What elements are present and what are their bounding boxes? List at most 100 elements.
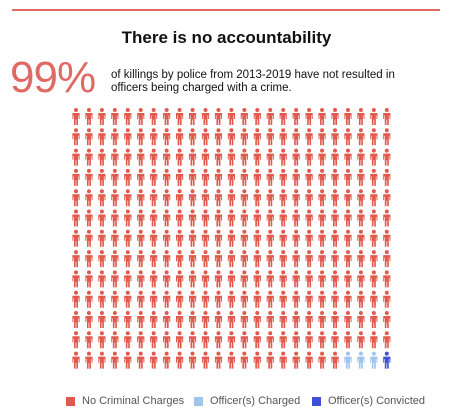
person-icon: [201, 250, 210, 268]
person-icon: [227, 128, 235, 146]
person-icon: [201, 189, 210, 207]
person-icon: [111, 189, 119, 207]
person-icon: [318, 108, 326, 125]
person-icon: [305, 128, 313, 146]
person-icon: [279, 290, 287, 308]
person-icon: [292, 270, 300, 288]
person-icon: [85, 189, 93, 207]
person-icon: [163, 108, 171, 125]
person-icon: [214, 189, 223, 207]
person-icon: [124, 331, 132, 349]
person-icon: [331, 331, 339, 349]
person-icon: [163, 331, 171, 349]
person-icon: [85, 311, 93, 328]
person-icon: [137, 229, 145, 247]
person-icon: [318, 331, 326, 349]
person-icon: [98, 148, 106, 166]
person-icon: [124, 209, 132, 227]
person-icon: [214, 311, 223, 328]
person-icon: [253, 209, 261, 227]
person-icon: [318, 209, 326, 227]
person-icon: [150, 209, 158, 227]
person-icon: [266, 229, 274, 247]
person-icon: [163, 189, 171, 207]
person-icon: [176, 250, 184, 268]
person-icon: [137, 331, 145, 349]
person-icon: [188, 331, 197, 349]
person-icon: [111, 311, 119, 328]
person-icon: [85, 209, 93, 227]
person-icon: [201, 290, 210, 308]
person-icon: [292, 290, 300, 308]
person-icon: [292, 189, 300, 207]
person-icon: [72, 250, 80, 268]
person-icon: [331, 108, 339, 125]
person-icon: [253, 148, 261, 166]
person-icon: [188, 229, 197, 247]
person-icon: [240, 108, 248, 125]
person-icon: [370, 189, 378, 207]
person-icon: [305, 311, 313, 328]
person-icon: [292, 250, 300, 268]
person-icon: [124, 250, 132, 268]
legend-item-convicted: Officer(s) Convicted: [312, 395, 425, 407]
person-icon: [253, 290, 261, 308]
person-icon: [253, 351, 261, 369]
person-icon: [305, 351, 313, 369]
person-icon: [150, 270, 158, 288]
person-icon: [318, 128, 326, 146]
person-icon: [383, 250, 391, 268]
legend-item-no-charges: No Criminal Charges: [66, 395, 184, 407]
person-icon: [201, 128, 210, 146]
person-icon: [279, 148, 287, 166]
person-icon: [253, 331, 261, 349]
person-icon: [85, 108, 93, 125]
person-icon: [201, 148, 210, 166]
person-icon: [227, 290, 235, 308]
person-icon: [331, 128, 339, 146]
person-icon: [176, 168, 184, 186]
person-icon: [240, 229, 248, 247]
person-icon: [214, 250, 223, 268]
person-icon: [383, 311, 391, 328]
person-icon: [176, 108, 184, 125]
person-icon: [137, 128, 145, 146]
person-icon: [344, 108, 352, 125]
person-icon: [357, 128, 365, 146]
person-icon: [279, 331, 287, 349]
person-icon: [201, 270, 210, 288]
person-icon: [357, 229, 365, 247]
person-icon: [201, 311, 210, 328]
person-icon: [331, 168, 339, 186]
legend-label-convicted: Officer(s) Convicted: [328, 395, 425, 407]
person-icon: [124, 189, 132, 207]
person-icon: [331, 250, 339, 268]
person-icon: [150, 250, 158, 268]
person-icon: [188, 148, 197, 166]
person-icon: [240, 311, 248, 328]
person-icon: [150, 148, 158, 166]
person-icon: [292, 331, 300, 349]
person-icon: [150, 331, 158, 349]
person-icon: [253, 270, 261, 288]
person-icon: [214, 229, 223, 247]
person-icon: [98, 270, 106, 288]
person-icon: [201, 351, 210, 369]
person-icon: [266, 351, 274, 369]
waffle-chart: [72, 108, 391, 369]
person-icon: [98, 290, 106, 308]
person-icon: [383, 229, 391, 247]
person-icon: [344, 229, 352, 247]
person-icon: [85, 128, 93, 146]
person-icon: [98, 209, 106, 227]
person-icon: [72, 351, 80, 369]
person-icon: [85, 290, 93, 308]
person-icon: [370, 108, 378, 125]
person-icon: [318, 270, 326, 288]
person-icon: [383, 148, 391, 166]
person-icon: [331, 270, 339, 288]
person-icon: [370, 331, 378, 349]
person-icon: [331, 189, 339, 207]
person-icon: [176, 229, 184, 247]
person-icon: [98, 128, 106, 146]
